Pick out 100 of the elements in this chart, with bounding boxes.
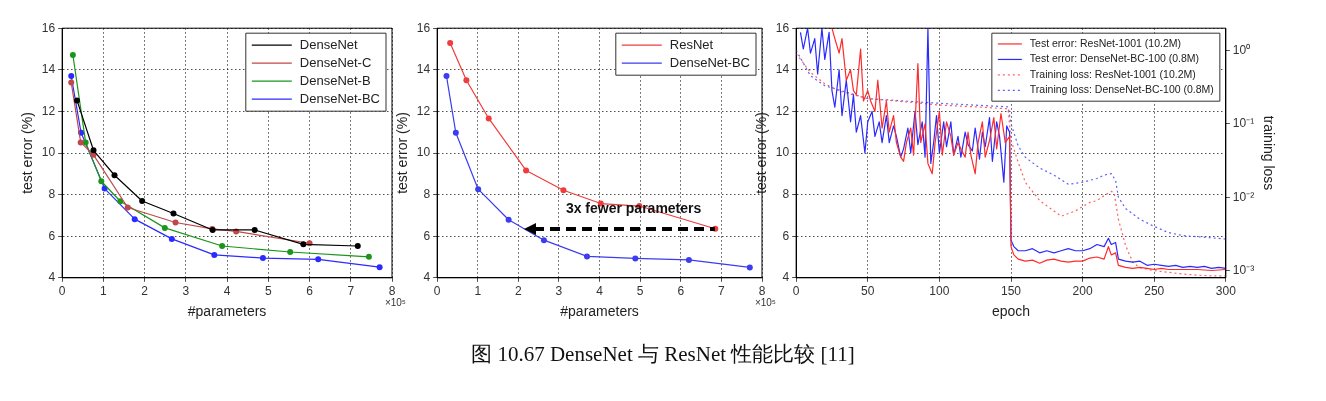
point	[485, 115, 492, 122]
x-tick-label: 50	[861, 284, 875, 299]
y-tick-label: 14	[775, 62, 790, 77]
point	[211, 251, 218, 258]
point	[90, 147, 97, 154]
point	[540, 237, 547, 244]
y-tick-label: 4	[423, 270, 431, 285]
point	[251, 226, 258, 233]
point	[68, 79, 75, 86]
point	[219, 242, 226, 249]
y2-tick-label: 10⁻¹	[1232, 116, 1255, 131]
point	[73, 97, 80, 104]
legend-label: DenseNet-C	[299, 54, 372, 70]
x-tick-label: 0	[58, 284, 66, 299]
y-tick-label: 8	[48, 186, 56, 201]
point	[68, 73, 75, 80]
point	[447, 39, 454, 46]
point	[124, 204, 131, 211]
legend-label: Test error: DenseNet-BC-100 (0.8M)	[1029, 52, 1200, 65]
point	[111, 172, 118, 179]
legend-label: ResNet	[669, 36, 714, 52]
x-tick-label: 4	[596, 284, 604, 299]
text: ×10⁵	[754, 296, 776, 308]
point	[376, 264, 383, 271]
point	[746, 264, 753, 271]
y-tick-label: 14	[416, 62, 431, 77]
point	[170, 210, 177, 217]
x-tick-label: 250	[1144, 284, 1165, 299]
legend-label: Training loss: DenseNet-BC-100 (0.8M)	[1029, 83, 1214, 96]
y-tick-label: 14	[41, 62, 56, 77]
y2-tick-label: 10⁰	[1232, 42, 1251, 57]
point	[300, 241, 307, 248]
legend-label: Training loss: ResNet-1001 (10.2M)	[1029, 67, 1196, 80]
point	[354, 242, 361, 249]
y-tick-label: 4	[782, 270, 790, 285]
x-tick-label: 8	[388, 284, 396, 299]
point	[131, 216, 138, 223]
x-tick-label: 8	[758, 284, 766, 299]
point	[523, 167, 530, 174]
point	[259, 255, 266, 262]
y-tick-label: 10	[775, 145, 790, 160]
x-tick-label: 7	[718, 284, 726, 299]
legend-label: Test error: ResNet-1001 (10.2M)	[1029, 36, 1181, 49]
point	[463, 77, 470, 84]
x-tick-label: 1	[474, 284, 482, 299]
y2-tick-label: 10⁻³	[1232, 262, 1255, 277]
y-tick-label: 10	[41, 145, 56, 160]
y-tick-label: 16	[775, 20, 790, 35]
y-axis-title: test error (%)	[394, 112, 411, 194]
line-series	[796, 49, 1226, 240]
point	[98, 178, 105, 185]
x-tick-label: 7	[347, 284, 355, 299]
point	[632, 255, 639, 262]
y-tick-label: 12	[775, 103, 790, 118]
x-tick-label: 2	[141, 284, 149, 299]
legend-label: DenseNet-BC	[299, 90, 381, 106]
point	[77, 139, 84, 146]
point	[172, 219, 179, 226]
x-tick-label: 3	[555, 284, 563, 299]
y-tick-label: 12	[416, 103, 431, 118]
text: ×10⁵	[384, 296, 406, 308]
point	[560, 187, 567, 194]
y-tick-label: 8	[423, 186, 431, 201]
caption: 图 10.67 DenseNet 与 ResNet 性能比较 [11]	[470, 341, 856, 368]
x-tick-label: 0	[433, 284, 441, 299]
y-tick-label: 16	[416, 20, 431, 35]
point	[69, 52, 76, 59]
point	[475, 186, 482, 193]
y-tick-label: 12	[41, 103, 56, 118]
point	[168, 235, 175, 242]
point	[287, 249, 294, 256]
x-tick-label: 2	[515, 284, 523, 299]
x-tick-label: 6	[677, 284, 685, 299]
y-tick-label: 16	[41, 20, 56, 35]
point	[315, 256, 322, 263]
x-tick-label: 5	[636, 284, 644, 299]
y-tick-label: 6	[423, 228, 431, 243]
y-tick-label: 4	[48, 270, 56, 285]
x-tick-label: 6	[306, 284, 314, 299]
point	[583, 253, 590, 260]
point	[452, 129, 459, 136]
point	[365, 253, 372, 260]
legend-label: DenseNet-BC	[669, 54, 751, 70]
y2-axis-title: training loss	[1260, 115, 1277, 191]
legend-label: DenseNet	[299, 36, 358, 52]
y-tick-label: 10	[416, 145, 431, 160]
y-axis-title: test error (%)	[753, 112, 770, 194]
legend-label: DenseNet-B	[299, 72, 371, 88]
x-tick-label: 100	[929, 284, 950, 299]
y-tick-label: 6	[48, 228, 56, 243]
x-tick-label: 200	[1072, 284, 1093, 299]
x-axis-title: #parameters	[187, 303, 267, 320]
point	[139, 198, 146, 205]
y2-tick-label: 10⁻²	[1232, 189, 1255, 204]
x-axis-title: epoch	[991, 303, 1031, 320]
point	[685, 256, 692, 263]
x-tick-label: 0	[792, 284, 800, 299]
point	[161, 224, 168, 231]
x-tick-label: 300	[1215, 284, 1237, 299]
x-tick-label: 3	[182, 284, 190, 299]
